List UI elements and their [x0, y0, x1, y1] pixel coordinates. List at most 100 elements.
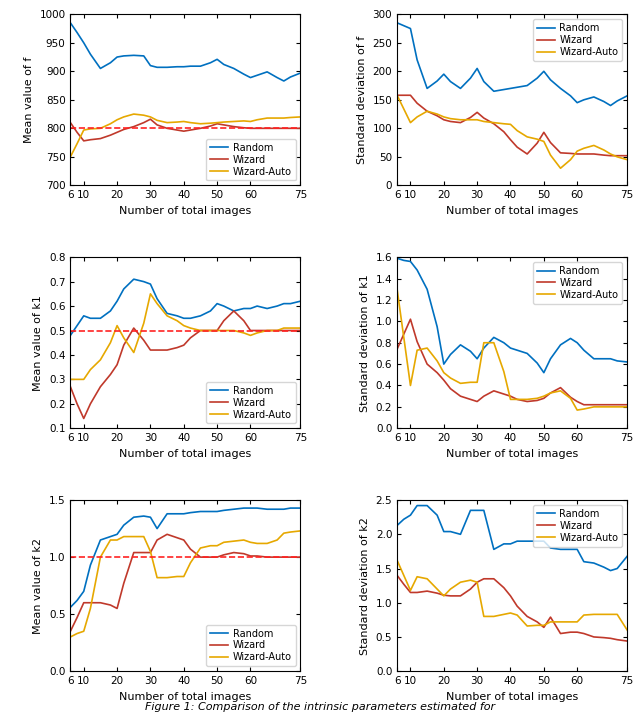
- Wizard: [500, 390, 508, 398]
- Wizard-Auto: [490, 338, 498, 347]
- Wizard-Auto: [500, 119, 508, 128]
- Wizard-Auto: [600, 146, 608, 154]
- Wizard-Auto: [423, 343, 431, 352]
- Line: Wizard-Auto: Wizard-Auto: [397, 560, 627, 630]
- Wizard: [273, 124, 281, 133]
- Random: [187, 314, 195, 323]
- Y-axis label: Mean value of k1: Mean value of k1: [33, 295, 44, 391]
- Random: [80, 311, 88, 320]
- Random: [393, 19, 401, 27]
- Wizard: [297, 326, 305, 335]
- Random: [413, 56, 421, 64]
- Wizard-Auto: [580, 405, 588, 413]
- Random: [607, 354, 614, 363]
- Random: [130, 275, 138, 283]
- Wizard-Auto: [433, 585, 441, 593]
- Wizard: [240, 549, 248, 558]
- Wizard-Auto: [393, 285, 401, 293]
- Wizard: [607, 401, 614, 409]
- Wizard-Auto: [480, 338, 488, 347]
- Wizard: [147, 346, 154, 354]
- Random: [263, 68, 271, 76]
- Random: [107, 59, 115, 67]
- Wizard: [566, 628, 574, 636]
- Wizard: [120, 125, 127, 134]
- Line: Wizard-Auto: Wizard-Auto: [70, 294, 301, 379]
- Random: [607, 566, 614, 575]
- Wizard-Auto: [173, 572, 181, 580]
- Random: [280, 299, 287, 308]
- Wizard-Auto: [490, 612, 498, 620]
- Legend: Random, Wizard, Wizard-Auto: Random, Wizard, Wizard-Auto: [533, 262, 622, 303]
- Random: [147, 513, 154, 521]
- Random: [246, 304, 254, 313]
- Random: [573, 338, 581, 347]
- Random: [557, 545, 564, 553]
- Wizard: [490, 119, 498, 128]
- Wizard: [187, 333, 195, 342]
- Wizard-Auto: [623, 403, 631, 411]
- Wizard: [140, 119, 148, 127]
- Wizard: [253, 326, 261, 335]
- Random: [207, 59, 214, 67]
- Wizard-Auto: [140, 111, 148, 119]
- Wizard: [120, 579, 127, 588]
- Random: [107, 533, 115, 541]
- Wizard-Auto: [467, 576, 474, 585]
- Wizard-Auto: [456, 379, 464, 388]
- Line: Random: Random: [397, 506, 627, 570]
- Random: [557, 341, 564, 349]
- Wizard: [86, 400, 94, 408]
- Wizard-Auto: [240, 116, 248, 125]
- Random: [213, 299, 221, 308]
- Wizard: [80, 414, 88, 423]
- Wizard: [207, 122, 214, 131]
- Wizard: [253, 124, 261, 133]
- Line: Random: Random: [397, 258, 627, 373]
- Wizard-Auto: [173, 118, 181, 126]
- Wizard: [230, 307, 237, 316]
- Random: [163, 63, 171, 71]
- Wizard-Auto: [406, 381, 414, 390]
- Wizard-Auto: [440, 368, 447, 377]
- Wizard-Auto: [120, 113, 127, 121]
- Wizard-Auto: [147, 290, 154, 298]
- Wizard: [440, 116, 447, 124]
- Wizard: [566, 393, 574, 401]
- Wizard: [474, 108, 481, 116]
- Wizard-Auto: [67, 375, 74, 383]
- Wizard: [440, 376, 447, 384]
- Random: [230, 505, 237, 513]
- Wizard-Auto: [147, 113, 154, 121]
- Random: [600, 354, 608, 363]
- Wizard: [623, 637, 631, 645]
- Wizard-Auto: [130, 348, 138, 357]
- Random: [423, 84, 431, 93]
- Random: [533, 537, 541, 545]
- Wizard: [467, 114, 474, 122]
- Wizard-Auto: [566, 618, 574, 626]
- Wizard: [524, 397, 531, 406]
- Wizard-Auto: [573, 147, 581, 156]
- Random: [440, 527, 447, 536]
- Wizard: [207, 326, 214, 335]
- Wizard: [263, 124, 271, 133]
- Wizard: [440, 591, 447, 600]
- Random: [73, 29, 81, 37]
- Wizard: [447, 592, 454, 600]
- Wizard: [67, 383, 74, 391]
- X-axis label: Number of total images: Number of total images: [119, 206, 252, 216]
- Wizard-Auto: [297, 113, 305, 121]
- Wizard: [557, 383, 564, 392]
- Legend: Random, Wizard, Wizard-Auto: Random, Wizard, Wizard-Auto: [207, 625, 296, 666]
- Wizard-Auto: [490, 119, 498, 127]
- Random: [566, 545, 574, 553]
- Wizard-Auto: [180, 321, 188, 330]
- Random: [590, 354, 598, 363]
- Wizard-Auto: [207, 541, 214, 550]
- Random: [246, 74, 254, 82]
- Random: [456, 530, 464, 538]
- X-axis label: Number of total images: Number of total images: [119, 692, 252, 702]
- Wizard-Auto: [86, 366, 94, 374]
- Random: [573, 99, 581, 107]
